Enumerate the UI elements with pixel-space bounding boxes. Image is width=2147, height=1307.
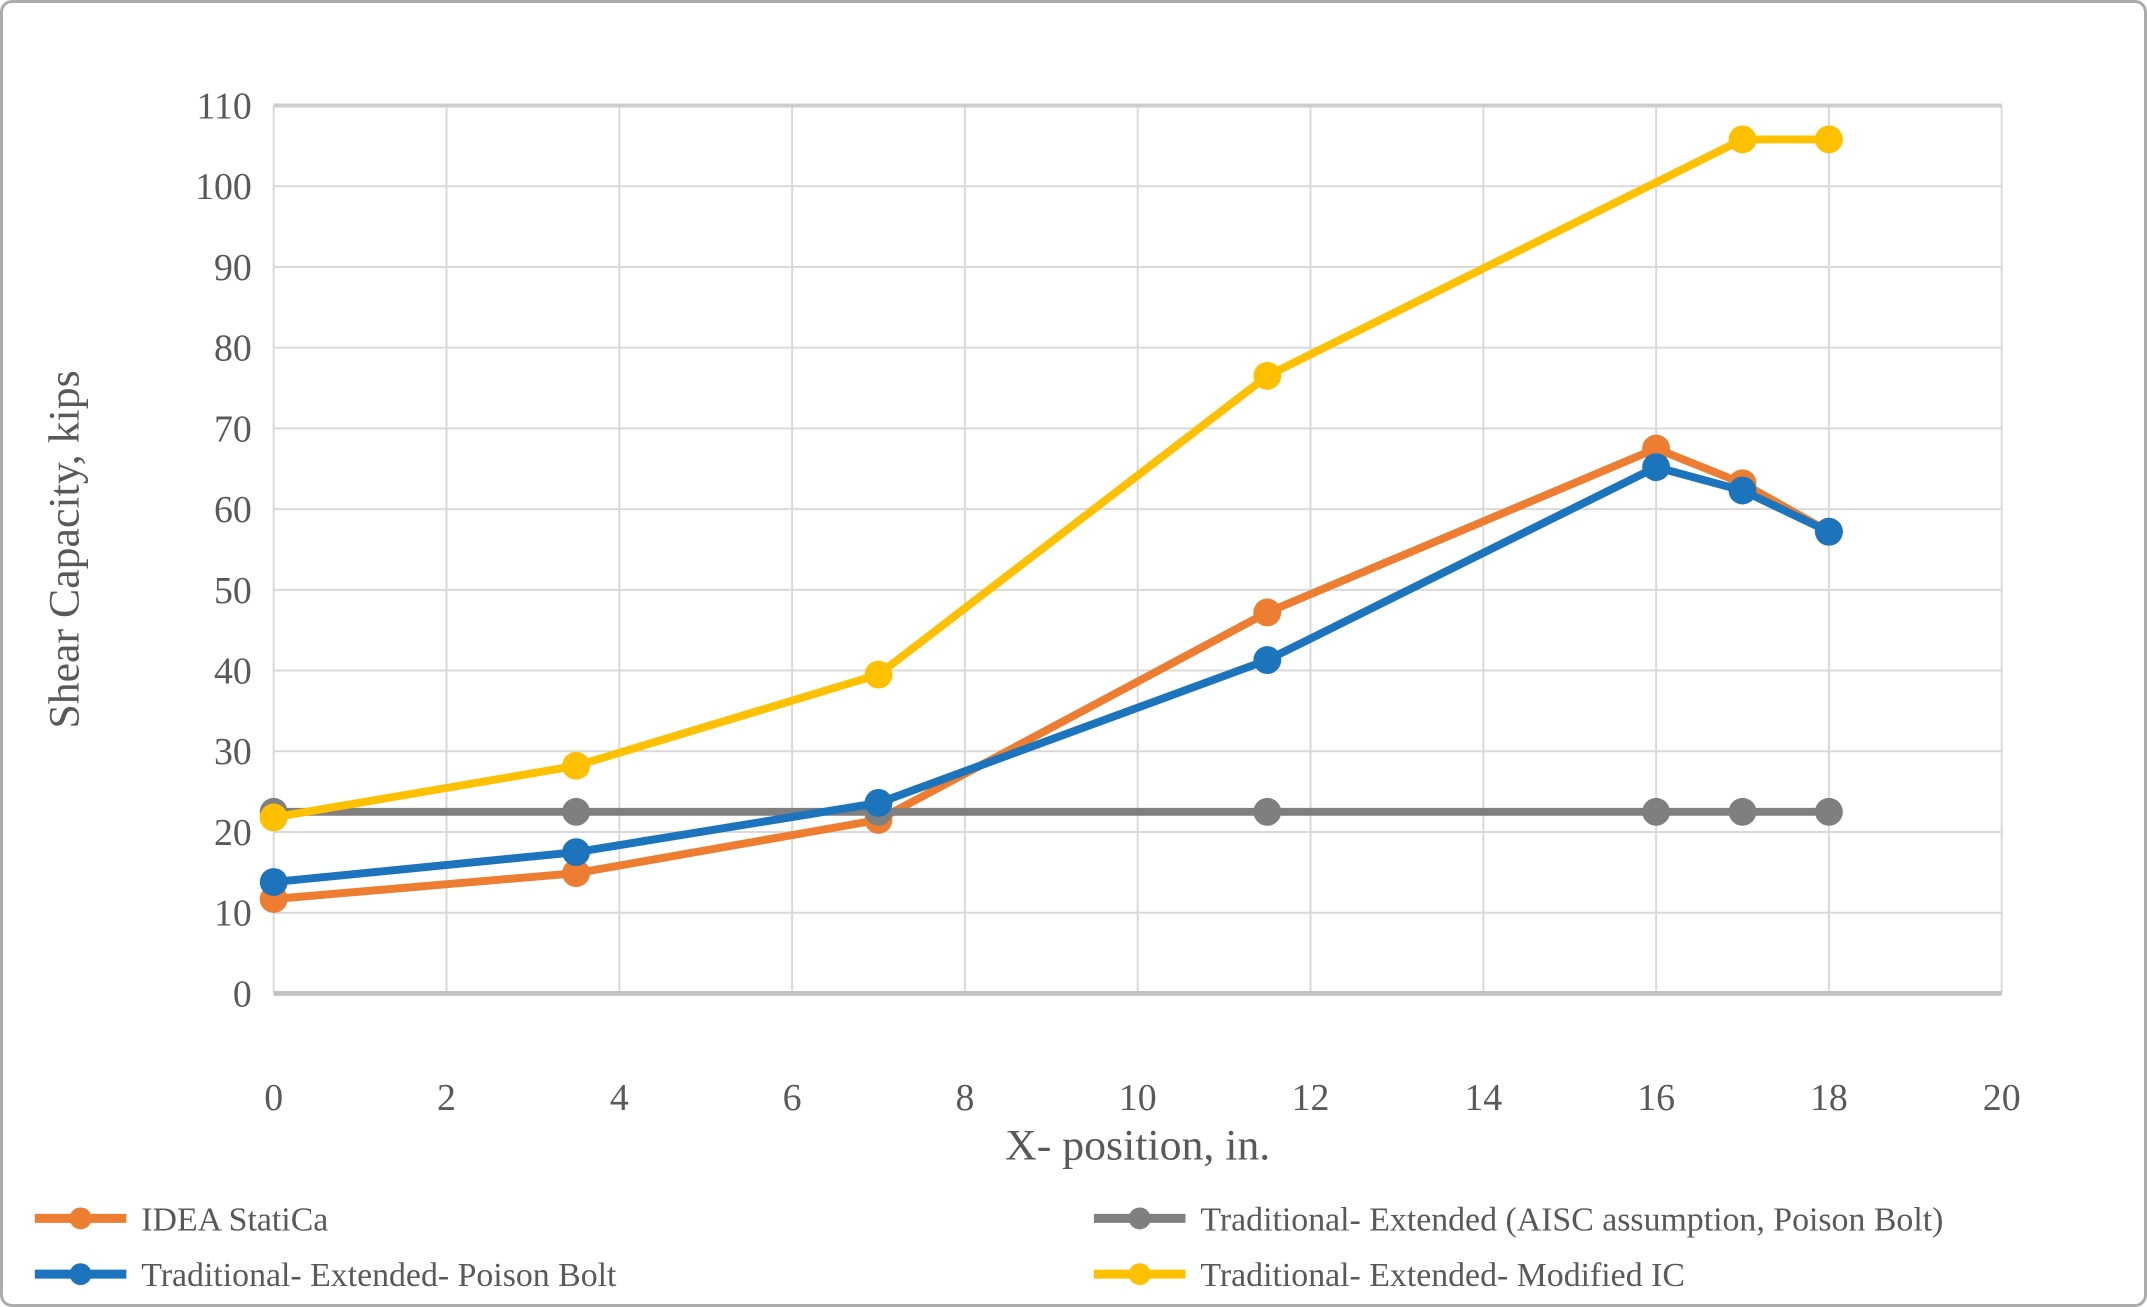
legend-item-traditional-extended-aisc-assumption-poison-bolt: Traditional- Extended (AISC assumption, … xyxy=(1093,1201,1943,1238)
data-point-marker xyxy=(864,660,893,689)
series-traditional-extended-poison-bolt xyxy=(259,453,1843,896)
data-point-marker xyxy=(1642,453,1671,482)
y-tick-label: 0 xyxy=(233,973,252,1015)
x-tick-label: 10 xyxy=(1119,1077,1157,1119)
x-tick-label: 12 xyxy=(1292,1077,1330,1119)
gridlines xyxy=(272,103,2003,996)
data-point-marker xyxy=(1253,646,1282,674)
x-tick-label: 8 xyxy=(955,1077,974,1119)
y-tick-label: 30 xyxy=(214,731,252,773)
legend: IDEA StatiCa Traditional- Extended (AISC … xyxy=(34,1201,1943,1294)
y-tick-label: 40 xyxy=(214,650,252,692)
data-point-marker xyxy=(1728,125,1757,154)
y-axis-title: Shear Capacity, kips xyxy=(41,370,89,728)
x-axis-title: X- position, in. xyxy=(1005,1122,1270,1170)
series-line xyxy=(269,463,1833,887)
y-tick-label: 90 xyxy=(214,247,252,289)
data-point-marker xyxy=(1814,797,1843,826)
data-point-marker xyxy=(1814,125,1843,154)
legend-item-label: Traditional- Extended- Poison Bolt xyxy=(141,1257,617,1294)
data-point-marker xyxy=(259,803,288,832)
legend-item-traditional-extended-poison-bolt: Traditional- Extended- Poison Bolt xyxy=(34,1257,617,1294)
y-tick-label: 60 xyxy=(214,489,252,531)
legend-item-traditional-extended-modified-ic: Traditional- Extended- Modified IC xyxy=(1093,1257,1685,1294)
line-chart: 0 2 4 6 8 10 12 14 16 18 20 0 10 20 30 40 50 60 70 80 90 100 1… xyxy=(34,85,2021,1294)
data-point-marker xyxy=(1253,598,1282,627)
x-tick-label: 14 xyxy=(1464,1077,1502,1119)
legend-marker-icon xyxy=(1128,1207,1151,1230)
data-point-marker xyxy=(864,789,893,817)
data-point-marker xyxy=(1728,476,1757,505)
y-tick-label: 20 xyxy=(214,812,252,854)
x-tick-label: 18 xyxy=(1810,1077,1848,1119)
data-point-marker xyxy=(1814,517,1843,546)
y-tick-label: 110 xyxy=(196,85,251,127)
data-point-marker xyxy=(1728,797,1757,826)
legend-item-label: IDEA StatiCa xyxy=(141,1201,328,1238)
data-point-marker xyxy=(562,838,591,867)
x-tick-label: 16 xyxy=(1637,1077,1675,1119)
y-tick-label: 70 xyxy=(214,408,252,450)
legend-item-label: Traditional- Extended- Modified IC xyxy=(1200,1257,1684,1294)
x-tick-label: 2 xyxy=(437,1077,456,1119)
series-idea-statica xyxy=(259,434,1843,913)
data-point-marker xyxy=(1642,797,1671,826)
legend-item-label: Traditional- Extended (AISC assumption, … xyxy=(1200,1201,1943,1238)
tick-labels: 0 2 4 6 8 10 12 14 16 18 20 0 10 20 30 40 50 60 70 80 90 100 1… xyxy=(195,85,2021,1118)
legend-item-idea-statica: IDEA StatiCa xyxy=(34,1201,328,1238)
data-point-marker xyxy=(1253,361,1282,390)
data-point-marker xyxy=(1253,797,1282,826)
y-tick-label: 80 xyxy=(214,328,252,370)
data-point-marker xyxy=(562,859,591,888)
data-point-marker xyxy=(259,868,288,896)
series-traditional-extended-aisc-assumption-poison-bolt xyxy=(259,797,1843,826)
data-point-marker xyxy=(562,751,591,780)
x-tick-label: 6 xyxy=(783,1077,802,1119)
series-line xyxy=(269,135,1833,822)
x-tick-label: 4 xyxy=(610,1077,629,1119)
x-tick-label: 0 xyxy=(264,1077,283,1119)
y-tick-label: 10 xyxy=(214,893,252,935)
x-tick-label: 20 xyxy=(1983,1077,2021,1119)
series-traditional-extended-modified-ic xyxy=(259,125,1843,832)
data-point-marker xyxy=(562,797,591,826)
y-tick-label: 100 xyxy=(195,166,252,208)
legend-marker-icon xyxy=(1128,1263,1151,1286)
y-tick-label: 50 xyxy=(214,570,252,612)
legend-marker-icon xyxy=(69,1263,92,1286)
series-layer xyxy=(259,125,1843,913)
legend-marker-icon xyxy=(69,1207,92,1230)
